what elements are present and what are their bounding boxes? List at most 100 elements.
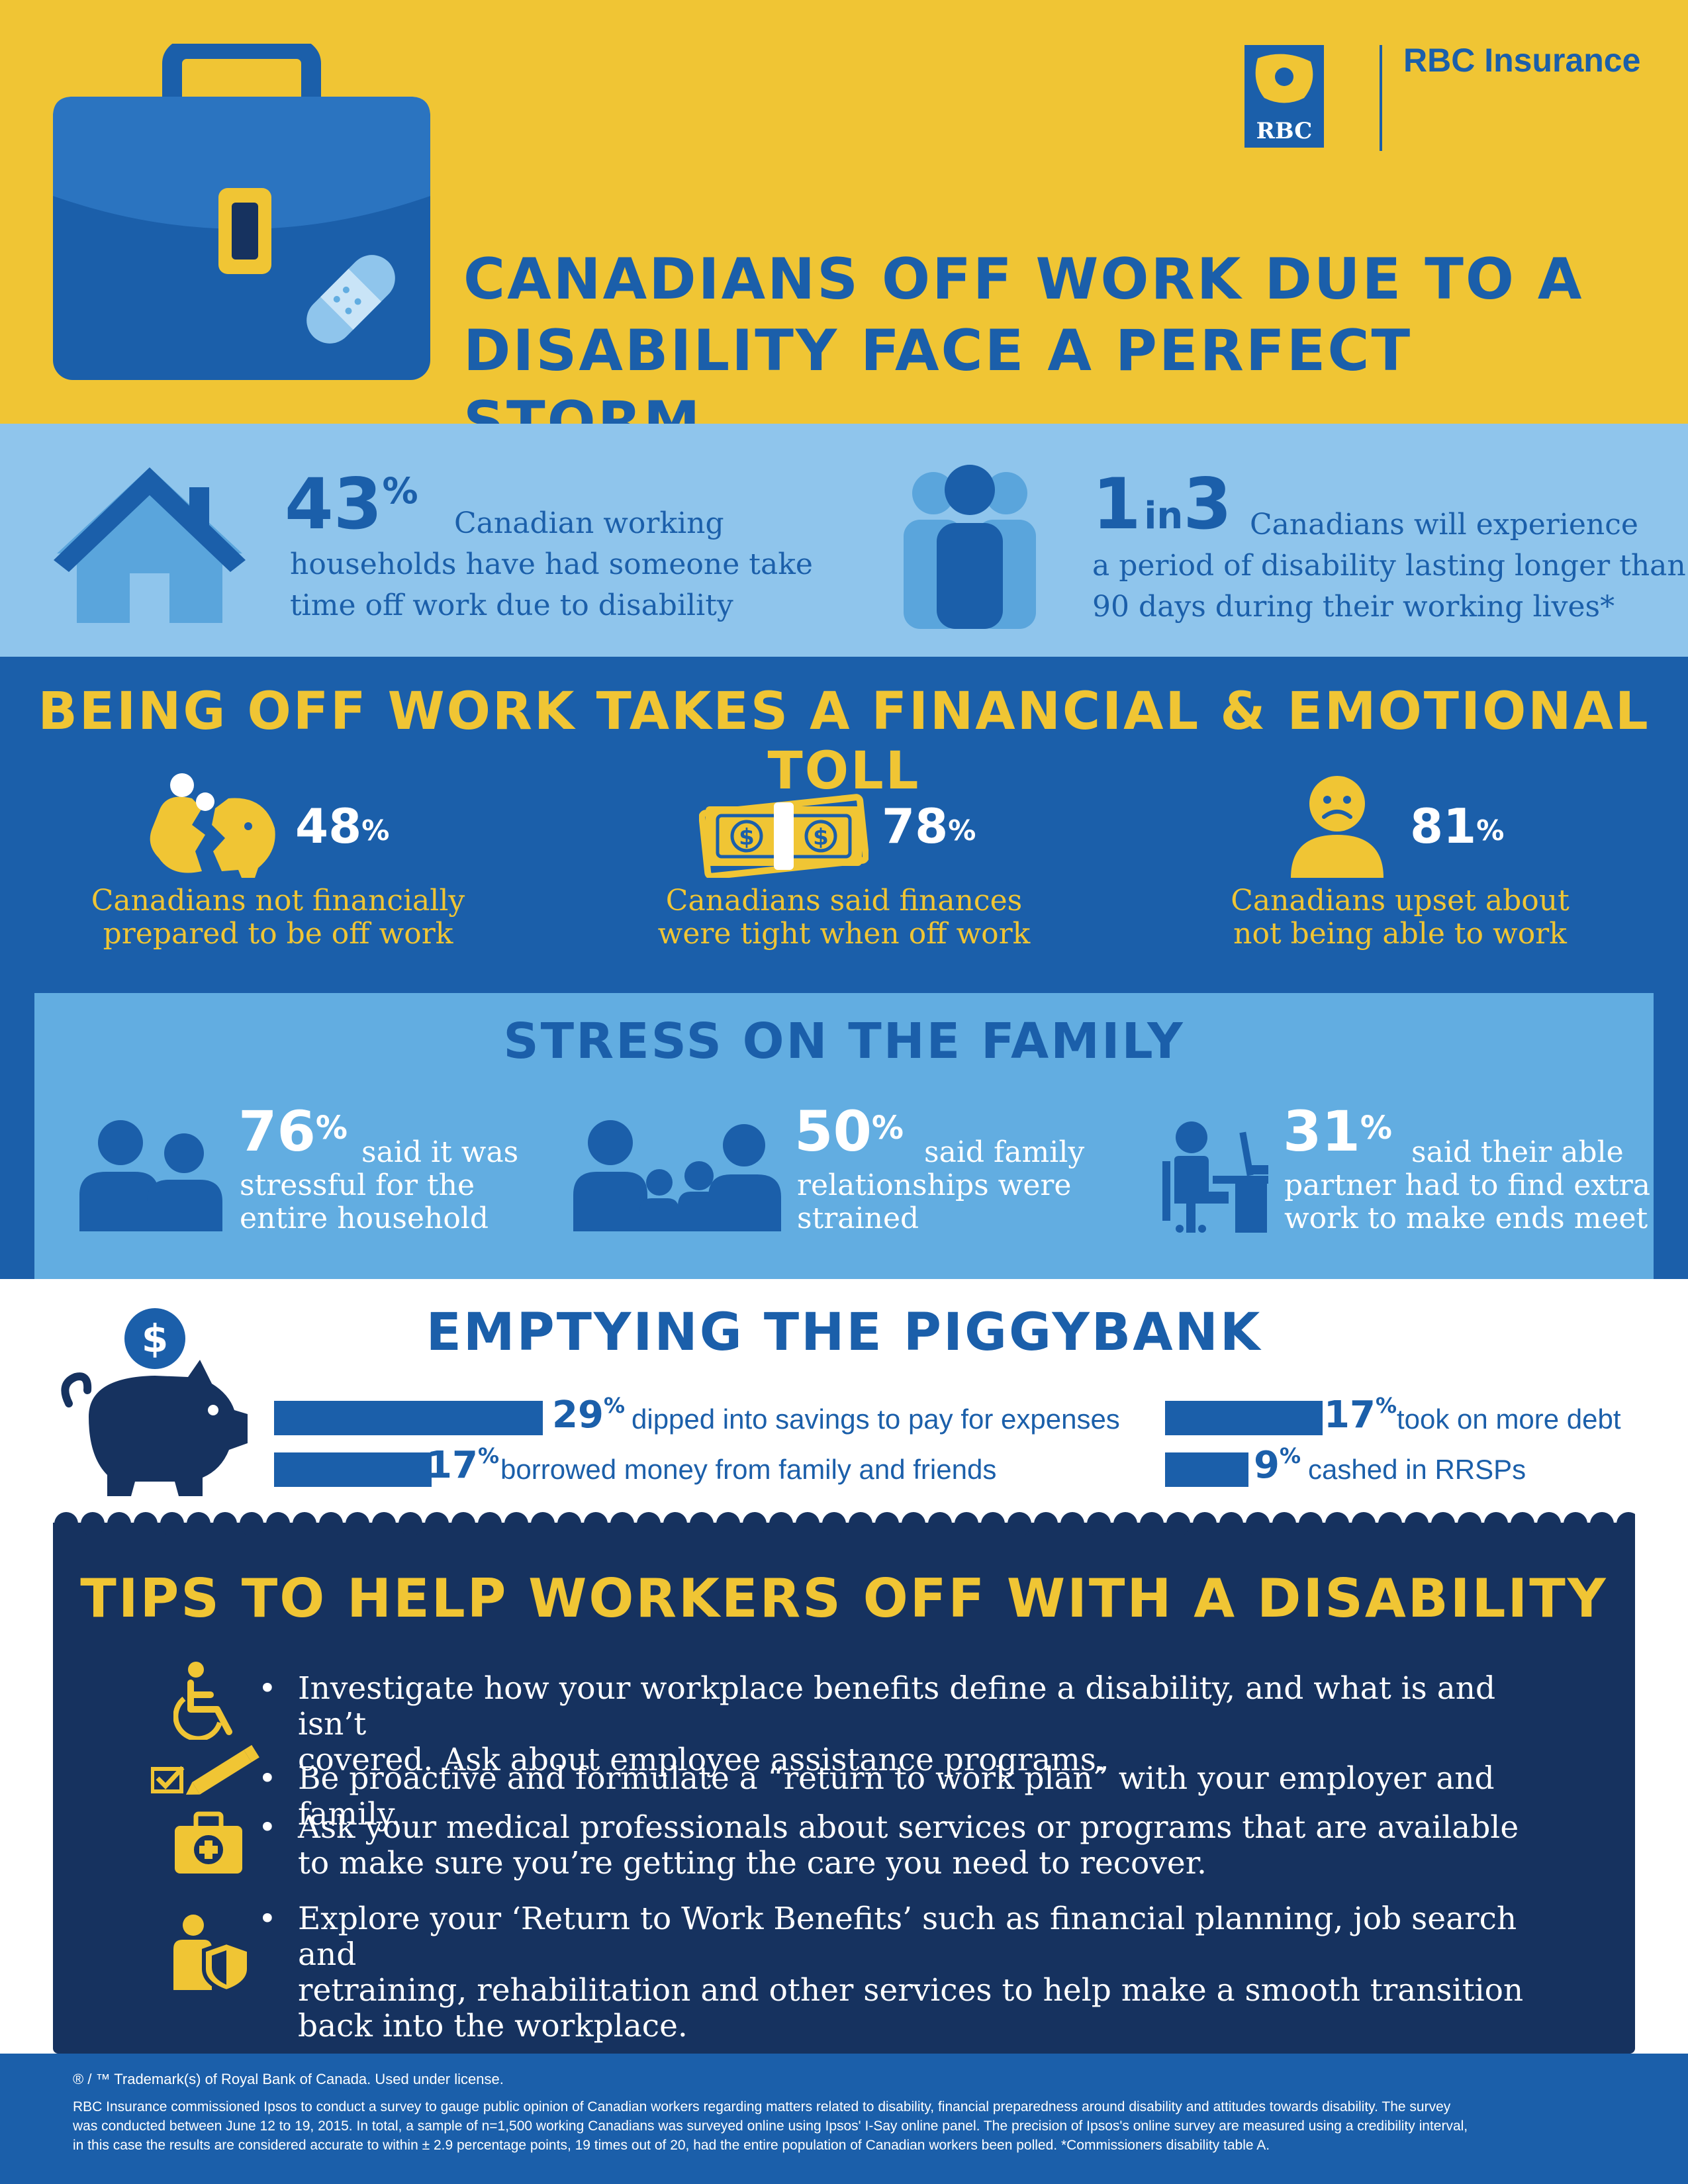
- disability-text1: Canadians will experience: [1250, 508, 1638, 542]
- stress-text-3-line1: said their able: [1411, 1135, 1624, 1169]
- bar-borrowed-label: borrowed money from family and friends: [500, 1454, 997, 1485]
- bar-savings-value: 29%: [552, 1393, 625, 1437]
- stress-text-2-line3: strained: [797, 1202, 919, 1235]
- toll-caption-2: Canadians said finances were tight when …: [645, 884, 1043, 951]
- tip-1-bullet: •: [258, 1670, 277, 1707]
- bar-debt: [1165, 1401, 1323, 1435]
- stress-stat-2: 50%: [794, 1099, 904, 1164]
- households-text3: time off work due to disability: [290, 589, 733, 622]
- brand-name: RBC Insurance: [1403, 42, 1641, 79]
- tips-title: TIPS TO HELP WORKERS OFF WITH A DISABILI…: [80, 1568, 1608, 1629]
- toll-pct-1: 48: [295, 798, 362, 854]
- toll-pct-sign-3: %: [1476, 814, 1505, 847]
- bar-savings-pct-sign: %: [603, 1393, 625, 1418]
- bar-borrowed-value: 17%: [426, 1443, 499, 1487]
- couple-icon: [79, 1120, 222, 1231]
- toll-caption-3: Canadians upset about not being able to …: [1201, 884, 1599, 951]
- tip-2-bullet: •: [258, 1760, 277, 1797]
- rbc-logo-text: RBC: [1256, 118, 1313, 144]
- svg-text:$: $: [813, 824, 829, 851]
- survey-disclaimer: RBC Insurance commissioned Ipsos to cond…: [73, 2097, 1615, 2155]
- bar-rrsp-value: 9%: [1254, 1443, 1301, 1487]
- one-in-three-stat: 1 in3: [1092, 463, 1232, 545]
- bar-debt-pct-sign: %: [1375, 1393, 1397, 1418]
- survey-disclaimer-line3: in this case the results are considered …: [73, 2138, 1270, 2153]
- stat-three: 3: [1183, 463, 1233, 545]
- stress-text-1-line2: stressful for the: [240, 1168, 475, 1202]
- worker-desk-icon: [1162, 1121, 1268, 1233]
- family-icon: [573, 1120, 781, 1231]
- piggybank-title: EMPTYING THE PIGGYBANK: [426, 1303, 1262, 1362]
- households-stat: 43%: [285, 463, 418, 545]
- stress-title: STRESS ON THE FAMILY: [503, 1013, 1185, 1070]
- stat-in: in: [1144, 495, 1184, 538]
- rbc-lion-logo: [1244, 45, 1324, 148]
- bar-savings-pct: 29: [552, 1394, 604, 1437]
- brand-divider: [1380, 45, 1382, 151]
- tips-section: [53, 1523, 1635, 2054]
- households-pct-sign: %: [382, 470, 418, 512]
- survey-disclaimer-line2: was conducted between June 12 to 19, 201…: [73, 2118, 1468, 2134]
- piggybank-icon: $: [61, 1308, 248, 1496]
- bandage-icon: [306, 255, 395, 344]
- disability-text3: 90 days during their working lives*: [1092, 590, 1615, 624]
- stress-stat-3: 31%: [1283, 1099, 1392, 1164]
- tip-4: • Explore your ‘Return to Work Benefits’…: [258, 1901, 1556, 2044]
- stress-pct-sign-2: %: [871, 1110, 904, 1147]
- shield-person-icon: [173, 1915, 250, 1991]
- bar-rrsp-pct: 9: [1254, 1444, 1280, 1487]
- bar-borrowed-pct: 17: [426, 1444, 478, 1487]
- toll-pct-sign-1: %: [361, 814, 390, 847]
- tip-1-line1: Investigate how your workplace benefits …: [298, 1670, 1496, 1742]
- toll-title: BEING OFF WORK TAKES A FINANCIAL & EMOTI…: [38, 682, 1650, 801]
- stat-78: 78%: [882, 798, 976, 854]
- bar-savings-label: dipped into savings to pay for expenses: [632, 1403, 1120, 1435]
- stress-text-2-line2: relationships were: [797, 1168, 1072, 1202]
- tip-2: • Be proactive and formulate a “return t…: [258, 1760, 1556, 1832]
- toll-caption-3-line2: not being able to work: [1233, 917, 1567, 951]
- toll-caption-2-line1: Canadians said finances: [665, 884, 1023, 918]
- toll-pct-sign-2: %: [948, 814, 976, 847]
- stress-pct-3: 31: [1283, 1099, 1360, 1164]
- tip-2-line1: Be proactive and formulate a “return to …: [298, 1760, 1495, 1832]
- survey-disclaimer-line1: RBC Insurance commissioned Ipsos to cond…: [73, 2099, 1451, 2114]
- bar-rrsp-label: cashed in RRSPs: [1308, 1454, 1526, 1485]
- stress-text-3-line2: partner had to find extra: [1284, 1168, 1651, 1202]
- money-bills-icon: $ $: [699, 794, 868, 878]
- toll-caption-3-line1: Canadians upset about: [1231, 884, 1570, 918]
- facts-section: [0, 424, 1688, 657]
- tip-4-bullet: •: [258, 1901, 277, 1937]
- stress-text-2-line1: said family: [924, 1135, 1085, 1169]
- medical-kit-icon: [175, 1811, 242, 1874]
- stress-text-1-line1: said it was: [361, 1135, 519, 1169]
- bar-borrowed-pct-sign: %: [477, 1443, 499, 1468]
- svg-text:$: $: [739, 824, 755, 851]
- toll-caption-1-line2: prepared to be off work: [103, 917, 453, 951]
- tip-3-line2: to make sure you’re getting the care you…: [298, 1845, 1207, 1881]
- tip-4-line2: retraining, rehabilitation and other ser…: [298, 1972, 1524, 2009]
- tip-3: • Ask your medical professionals about s…: [258, 1809, 1556, 1881]
- stress-section: [34, 993, 1654, 1279]
- disability-text2: a period of disability lasting longer th…: [1092, 549, 1686, 583]
- tip-1: • Investigate how your workplace benefit…: [258, 1670, 1556, 1778]
- bar-rrsp-pct-sign: %: [1279, 1443, 1301, 1468]
- bar-debt-pct: 17: [1324, 1394, 1376, 1437]
- broken-piggy-icon: [150, 773, 275, 878]
- tip-3-line1: Ask your medical professionals about ser…: [298, 1809, 1519, 1846]
- stress-pct-2: 50: [794, 1099, 872, 1164]
- stat-48: 48%: [295, 798, 389, 854]
- stress-stat-1: 76%: [238, 1099, 348, 1164]
- stress-pct-1: 76: [238, 1099, 316, 1164]
- bar-savings: [274, 1401, 543, 1435]
- trademark-notice: ® / ™ Trademark(s) of Royal Bank of Cana…: [73, 2071, 504, 2087]
- stat-one: 1: [1092, 463, 1141, 545]
- stress-text-1-line3: entire household: [240, 1202, 489, 1235]
- toll-caption-1-line1: Canadians not financially: [91, 884, 465, 918]
- house-icon: [54, 467, 246, 623]
- toll-pct-3: 81: [1410, 798, 1477, 854]
- coin-dollar-sign: $: [142, 1316, 168, 1361]
- tips-scallop-edge: [53, 1512, 1635, 1535]
- toll-caption-2-line2: were tight when off work: [657, 917, 1031, 951]
- stat-81: 81%: [1410, 798, 1504, 854]
- households-pct: 43: [285, 463, 383, 545]
